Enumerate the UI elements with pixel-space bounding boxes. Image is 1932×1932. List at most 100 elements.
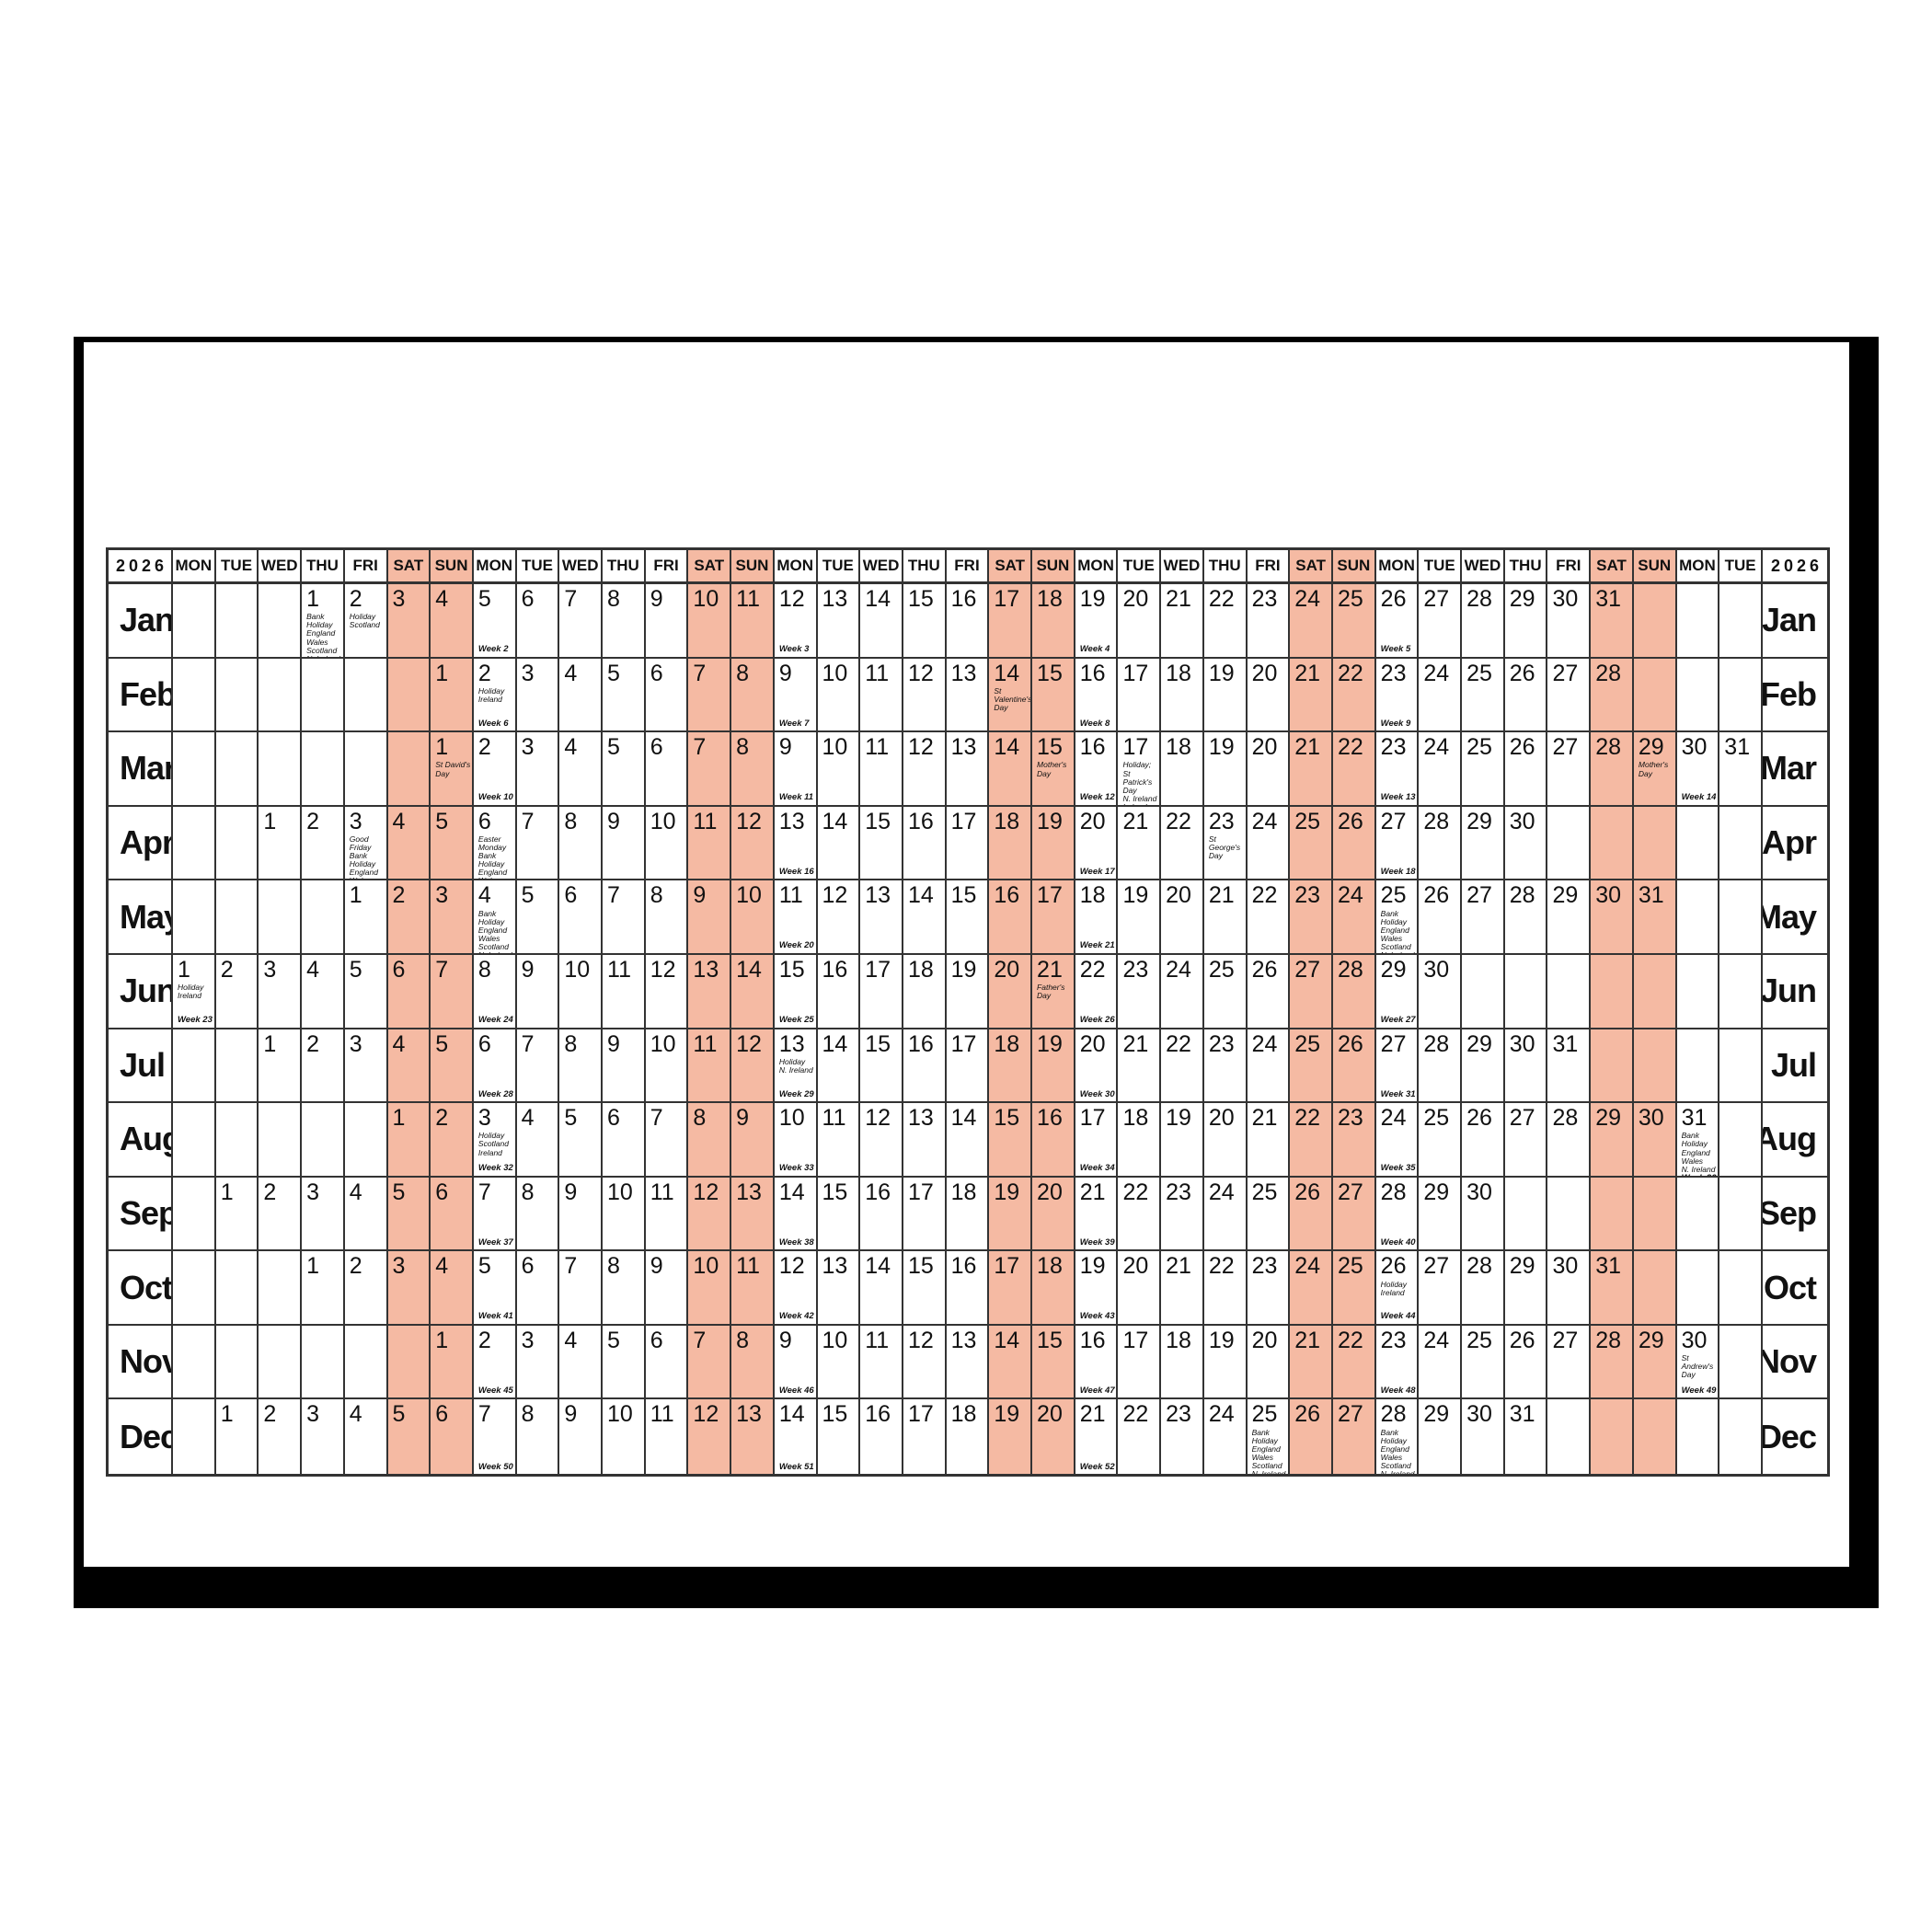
day-cell-jul-7: 7 bbox=[516, 1029, 560, 1104]
day-cell-sep-2: 2 bbox=[259, 1177, 303, 1252]
day-cell-oct-11: 11 bbox=[731, 1251, 775, 1326]
day-number: 22 bbox=[1166, 808, 1191, 834]
day-cell-may-3: 3 bbox=[431, 880, 474, 955]
day-cell-mar-16: 16 Week 12 bbox=[1075, 732, 1119, 807]
day-cell-feb-28: 28 bbox=[1591, 658, 1634, 733]
day-number: 27 bbox=[1466, 882, 1492, 909]
day-cell-apr-22: 22 bbox=[1161, 806, 1204, 881]
day-cell-apr-8: 8 bbox=[559, 806, 604, 881]
day-number: 13 bbox=[778, 1030, 805, 1057]
day-cell-aug-5: 5 bbox=[559, 1103, 604, 1178]
month-label-left-oct: Oct bbox=[109, 1251, 173, 1326]
day-cell-jun-17: 17 bbox=[860, 954, 903, 1029]
day-number: 3 bbox=[521, 734, 535, 761]
empty-cell-may-col4 bbox=[302, 880, 345, 955]
day-number: 20 bbox=[1208, 1105, 1235, 1132]
day-cell-jul-28: 28 bbox=[1419, 1029, 1463, 1104]
day-number: 4 bbox=[392, 1030, 406, 1057]
day-cell-feb-13: 13 bbox=[946, 658, 990, 733]
empty-cell-feb-col5 bbox=[344, 658, 388, 733]
day-number: 18 bbox=[1166, 734, 1191, 761]
week-number-label: Week 7 bbox=[778, 718, 810, 729]
week-number-label: Week 35 bbox=[1380, 1163, 1416, 1174]
day-cell-oct-17: 17 bbox=[989, 1251, 1033, 1326]
day-cell-nov-28: 28 bbox=[1591, 1325, 1634, 1400]
day-cell-dec-11: 11 bbox=[645, 1399, 689, 1474]
day-number: 19 bbox=[1208, 1327, 1235, 1353]
day-number: 13 bbox=[822, 586, 848, 612]
day-number: 18 bbox=[950, 1401, 977, 1428]
day-number: 24 bbox=[1423, 660, 1450, 686]
day-number: 11 bbox=[607, 956, 631, 983]
header-day-9-tue: TUE bbox=[516, 550, 560, 584]
day-number: 17 bbox=[1122, 734, 1149, 761]
day-cell-mar-18: 18 bbox=[1161, 732, 1204, 807]
day-cell-apr-15: 15 bbox=[860, 806, 903, 881]
day-cell-dec-13: 13 bbox=[731, 1399, 775, 1474]
week-number-label: Week 37 bbox=[477, 1236, 513, 1248]
day-number: 7 bbox=[435, 956, 449, 983]
day-cell-dec-18: 18 bbox=[946, 1399, 990, 1474]
empty-cell-jul-col34 bbox=[1591, 1029, 1634, 1104]
day-number: 14 bbox=[865, 1253, 891, 1280]
day-cell-aug-17: 17 Week 34 bbox=[1075, 1103, 1119, 1178]
day-number: 2 bbox=[392, 882, 406, 909]
day-number: 15 bbox=[778, 956, 805, 983]
day-cell-feb-17: 17 bbox=[1118, 658, 1162, 733]
day-cell-aug-10: 10 Week 33 bbox=[774, 1103, 818, 1178]
empty-cell-mar-col2 bbox=[215, 732, 259, 807]
day-number: 19 bbox=[1079, 1253, 1106, 1280]
month-label-right-jul: Jul bbox=[1762, 1029, 1827, 1104]
day-number: 21 bbox=[1037, 956, 1063, 983]
week-number-label: Week 46 bbox=[778, 1385, 814, 1396]
day-number: 11 bbox=[736, 586, 761, 612]
day-cell-dec-22: 22 bbox=[1118, 1399, 1162, 1474]
header-day-32-thu: THU bbox=[1504, 550, 1548, 584]
day-number: 5 bbox=[607, 1327, 620, 1353]
day-cell-feb-4: 4 bbox=[559, 658, 604, 733]
day-number: 28 bbox=[1380, 1401, 1407, 1428]
day-number: 8 bbox=[564, 808, 578, 834]
day-number: 25 bbox=[1380, 882, 1407, 909]
day-number: 18 bbox=[1122, 1105, 1149, 1132]
week-number-label: Week 17 bbox=[1079, 866, 1115, 877]
empty-cell-feb-col35 bbox=[1633, 658, 1677, 733]
day-number: 22 bbox=[1122, 1179, 1149, 1205]
day-number: 23 bbox=[1380, 734, 1407, 761]
day-number: 30 bbox=[1552, 1253, 1579, 1280]
day-cell-may-2: 2 bbox=[387, 880, 431, 955]
day-number: 24 bbox=[1251, 808, 1278, 834]
day-number: 12 bbox=[650, 956, 676, 983]
day-cell-apr-27: 27 Week 18 bbox=[1375, 806, 1420, 881]
empty-cell-oct-col37 bbox=[1719, 1251, 1763, 1326]
day-number: 3 bbox=[306, 1179, 319, 1205]
day-number: 23 bbox=[1166, 1401, 1191, 1428]
day-number: 5 bbox=[435, 808, 449, 834]
day-cell-nov-21: 21 bbox=[1290, 1325, 1333, 1400]
day-cell-apr-2: 2 bbox=[302, 806, 345, 881]
day-cell-aug-12: 12 bbox=[860, 1103, 903, 1178]
header-day-13-sat: SAT bbox=[688, 550, 732, 584]
empty-cell-sep-col34 bbox=[1591, 1177, 1634, 1252]
day-cell-feb-20: 20 bbox=[1247, 658, 1291, 733]
day-number: 28 bbox=[1380, 1179, 1407, 1205]
header-day-10-wed: WED bbox=[559, 550, 604, 584]
empty-cell-may-col1 bbox=[173, 880, 216, 955]
day-cell-mar-25: 25 bbox=[1462, 732, 1505, 807]
day-cell-mar-28: 28 bbox=[1591, 732, 1634, 807]
day-cell-dec-6: 6 bbox=[431, 1399, 474, 1474]
day-number: 8 bbox=[607, 586, 620, 612]
day-cell-jan-19: 19 Week 4 bbox=[1075, 584, 1119, 659]
day-number: 16 bbox=[865, 1401, 891, 1428]
header-year-right: 2026 bbox=[1762, 550, 1827, 584]
day-number: 19 bbox=[1208, 660, 1235, 686]
day-cell-feb-8: 8 bbox=[731, 658, 775, 733]
day-cell-aug-21: 21 bbox=[1247, 1103, 1291, 1178]
day-cell-nov-15: 15 bbox=[1032, 1325, 1075, 1400]
day-cell-jul-21: 21 bbox=[1118, 1029, 1162, 1104]
day-cell-aug-6: 6 bbox=[603, 1103, 646, 1178]
day-number: 26 bbox=[1337, 808, 1363, 834]
day-cell-mar-26: 26 bbox=[1504, 732, 1548, 807]
day-number: 31 bbox=[1724, 734, 1751, 761]
